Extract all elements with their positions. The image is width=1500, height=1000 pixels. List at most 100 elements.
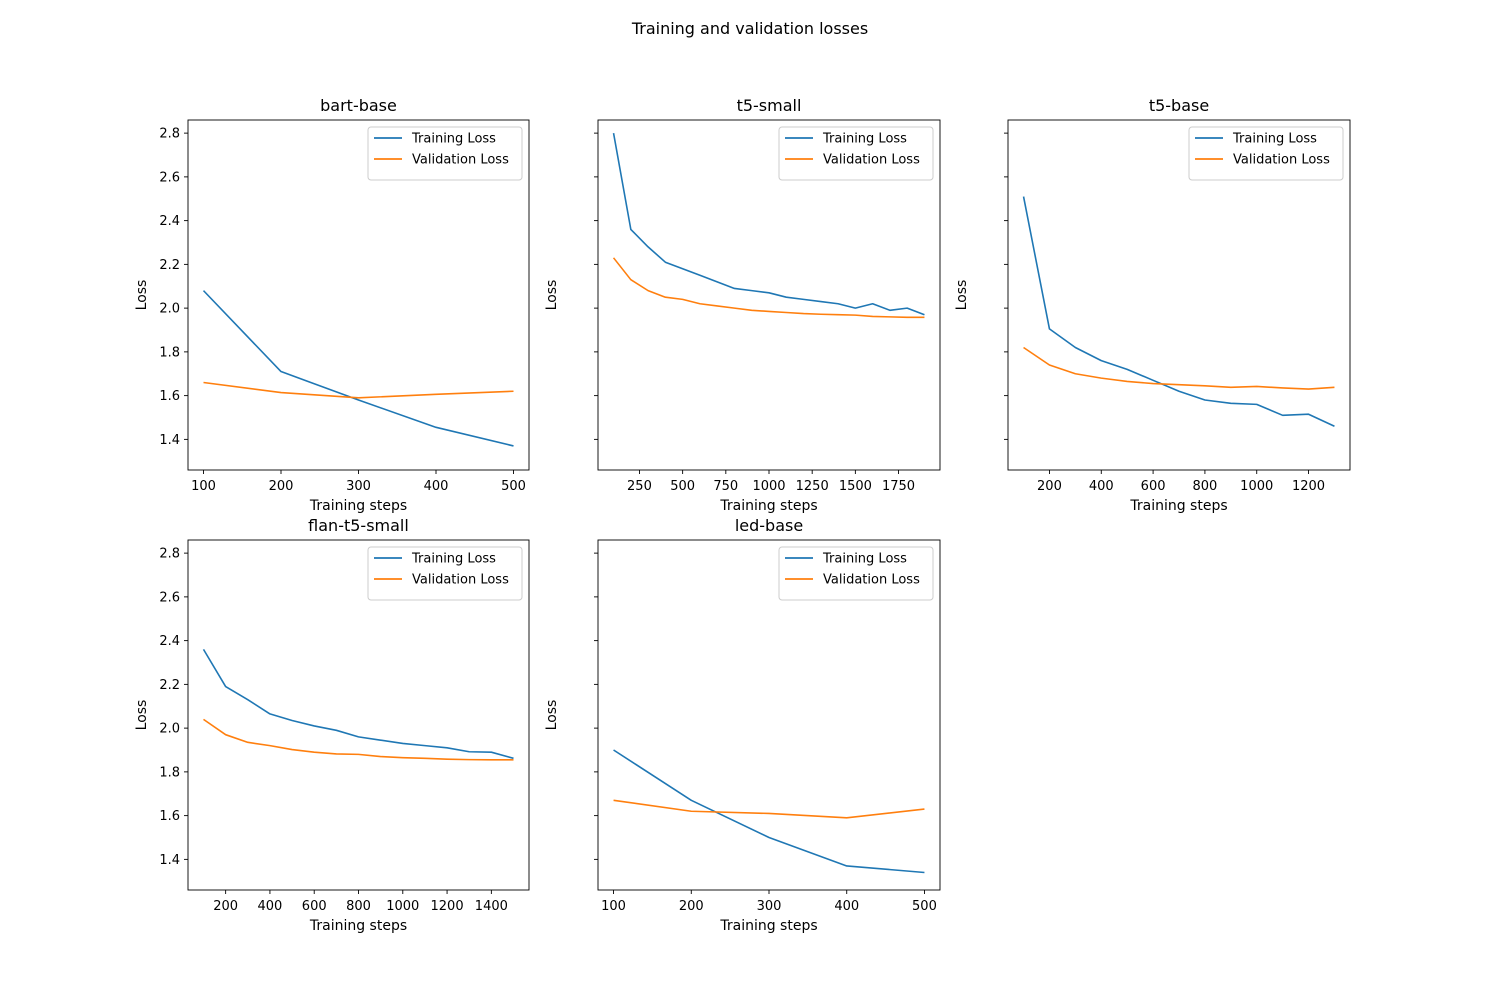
y-tick-label: 2.6 (159, 170, 180, 185)
training-loss-line (202, 290, 514, 447)
y-axis-label: Loss (544, 280, 560, 311)
validation-loss-line (203, 718, 514, 761)
x-tick-label: 1000 (752, 479, 785, 494)
subplot-title: flan-t5-small (308, 516, 409, 535)
x-tick-label: 200 (679, 899, 704, 914)
legend: Training Loss Validation Loss (367, 546, 523, 601)
training-loss-line (202, 648, 514, 760)
x-tick-label: 800 (1192, 479, 1217, 494)
subplot-t5-small: t5-small 250 500 750 1000 1250 1500 1750 Trainin… (544, 96, 941, 514)
x-tick-label: 400 (258, 899, 283, 914)
x-tick-label: 500 (912, 899, 937, 914)
x-tick-label: 500 (670, 479, 695, 494)
x-axis-label: Training steps (719, 498, 817, 514)
y-tick-label: 2.4 (159, 214, 180, 229)
subplot-title: t5-small (737, 96, 802, 115)
y-axis-label: Loss (134, 280, 150, 311)
x-tick-label: 750 (713, 479, 738, 494)
legend-training-label: Training Loss (411, 132, 496, 147)
legend: Training Loss Validation Loss (778, 126, 934, 181)
y-tick-label: 2.4 (159, 634, 180, 649)
x-tick-label: 300 (757, 899, 782, 914)
x-axis-label: Training steps (309, 498, 407, 514)
y-axis-label: Loss (954, 280, 970, 311)
y-tick-label: 1.4 (159, 853, 180, 868)
legend-validation-label: Validation Loss (412, 153, 509, 168)
x-tick-label: 1200 (1292, 479, 1325, 494)
legend-training-label: Training Loss (411, 552, 496, 567)
subplot-title: t5-base (1149, 96, 1209, 115)
x-tick-label: 1400 (475, 899, 508, 914)
y-axis-label: Loss (544, 700, 560, 731)
x-tick-label: 600 (302, 899, 327, 914)
y-tick-label: 2.0 (159, 302, 180, 317)
subplot-title: led-base (735, 516, 803, 535)
x-tick-label: 1200 (431, 899, 464, 914)
y-tick-label: 2.2 (159, 678, 180, 693)
axes-frame (1007, 119, 1351, 471)
x-tick-label: 100 (191, 479, 216, 494)
y-tick-label: 1.8 (159, 765, 180, 780)
subplot-led-base: led-base 100 200 300 400 500 Training steps Los… (544, 516, 941, 934)
x-tick-label: 400 (834, 899, 859, 914)
subplot-title: bart-base (320, 96, 397, 115)
x-tick-label: 1000 (1240, 479, 1273, 494)
x-tick-label: 100 (601, 899, 626, 914)
y-tick-label: 2.0 (159, 722, 180, 737)
legend-training-label: Training Loss (1232, 132, 1317, 147)
legend: Training Loss Validation Loss (367, 126, 523, 181)
x-tick-label: 1250 (796, 479, 829, 494)
x-axis-label: Training steps (719, 918, 817, 934)
y-tick-label: 1.6 (159, 389, 180, 404)
training-loss-line (613, 749, 925, 874)
legend-validation-label: Validation Loss (823, 153, 920, 168)
x-tick-label: 200 (269, 479, 294, 494)
y-tick-label: 1.4 (159, 433, 180, 448)
training-loss-line (1022, 196, 1335, 427)
x-tick-label: 200 (1037, 479, 1062, 494)
x-tick-label: 800 (346, 899, 371, 914)
legend-box (367, 126, 523, 181)
legend: Training Loss Validation Loss (778, 546, 934, 601)
legend-box (778, 546, 934, 601)
legend-validation-label: Validation Loss (412, 573, 509, 588)
y-tick-label: 1.6 (159, 809, 180, 824)
y-tick-label: 2.8 (159, 127, 180, 142)
legend-box (778, 126, 934, 181)
subplot-flan-t5-small: flan-t5-small 200 400 600 800 1000 1200 1400 1.4… (134, 516, 530, 934)
y-tick-label: 1.8 (159, 345, 180, 360)
y-tick-label: 2.6 (159, 590, 180, 605)
legend-training-label: Training Loss (822, 552, 907, 567)
validation-loss-line (612, 257, 925, 319)
x-tick-label: 300 (346, 479, 371, 494)
x-tick-label: 1500 (839, 479, 872, 494)
subplot-bart-base: bart-base 100 200 300 400 500 1.4 1.6 1.8 2.0 2.2 2… (134, 96, 530, 514)
figure-title: Training and validation losses (631, 19, 868, 38)
subplot-t5-base: t5-base 200 400 600 800 1000 1200 Training step… (954, 96, 1351, 514)
x-tick-label: 250 (627, 479, 652, 494)
validation-loss-line (1023, 346, 1335, 390)
legend-validation-label: Validation Loss (823, 573, 920, 588)
legend-box (367, 546, 523, 601)
legend: Training Loss Validation Loss (1188, 126, 1344, 181)
y-axis-label: Loss (134, 700, 150, 731)
x-tick-label: 500 (501, 479, 526, 494)
legend-validation-label: Validation Loss (1233, 153, 1330, 168)
y-tick-label: 2.8 (159, 547, 180, 562)
x-axis-label: Training steps (309, 918, 407, 934)
legend-training-label: Training Loss (822, 132, 907, 147)
validation-loss-line (613, 799, 925, 819)
x-tick-label: 400 (1089, 479, 1114, 494)
x-tick-label: 1000 (386, 899, 419, 914)
validation-loss-line (203, 381, 514, 399)
training-loss-line (612, 132, 925, 316)
x-tick-label: 200 (213, 899, 238, 914)
subplot-grid: bart-base 100 200 300 400 500 1.4 1.6 1.8 2.0 2.2 2… (134, 96, 1351, 934)
x-tick-label: 400 (424, 479, 449, 494)
y-tick-label: 2.2 (159, 258, 180, 273)
x-tick-label: 600 (1141, 479, 1166, 494)
x-axis-label: Training steps (1129, 498, 1227, 514)
legend-box (1188, 126, 1344, 181)
x-tick-label: 1750 (882, 479, 915, 494)
